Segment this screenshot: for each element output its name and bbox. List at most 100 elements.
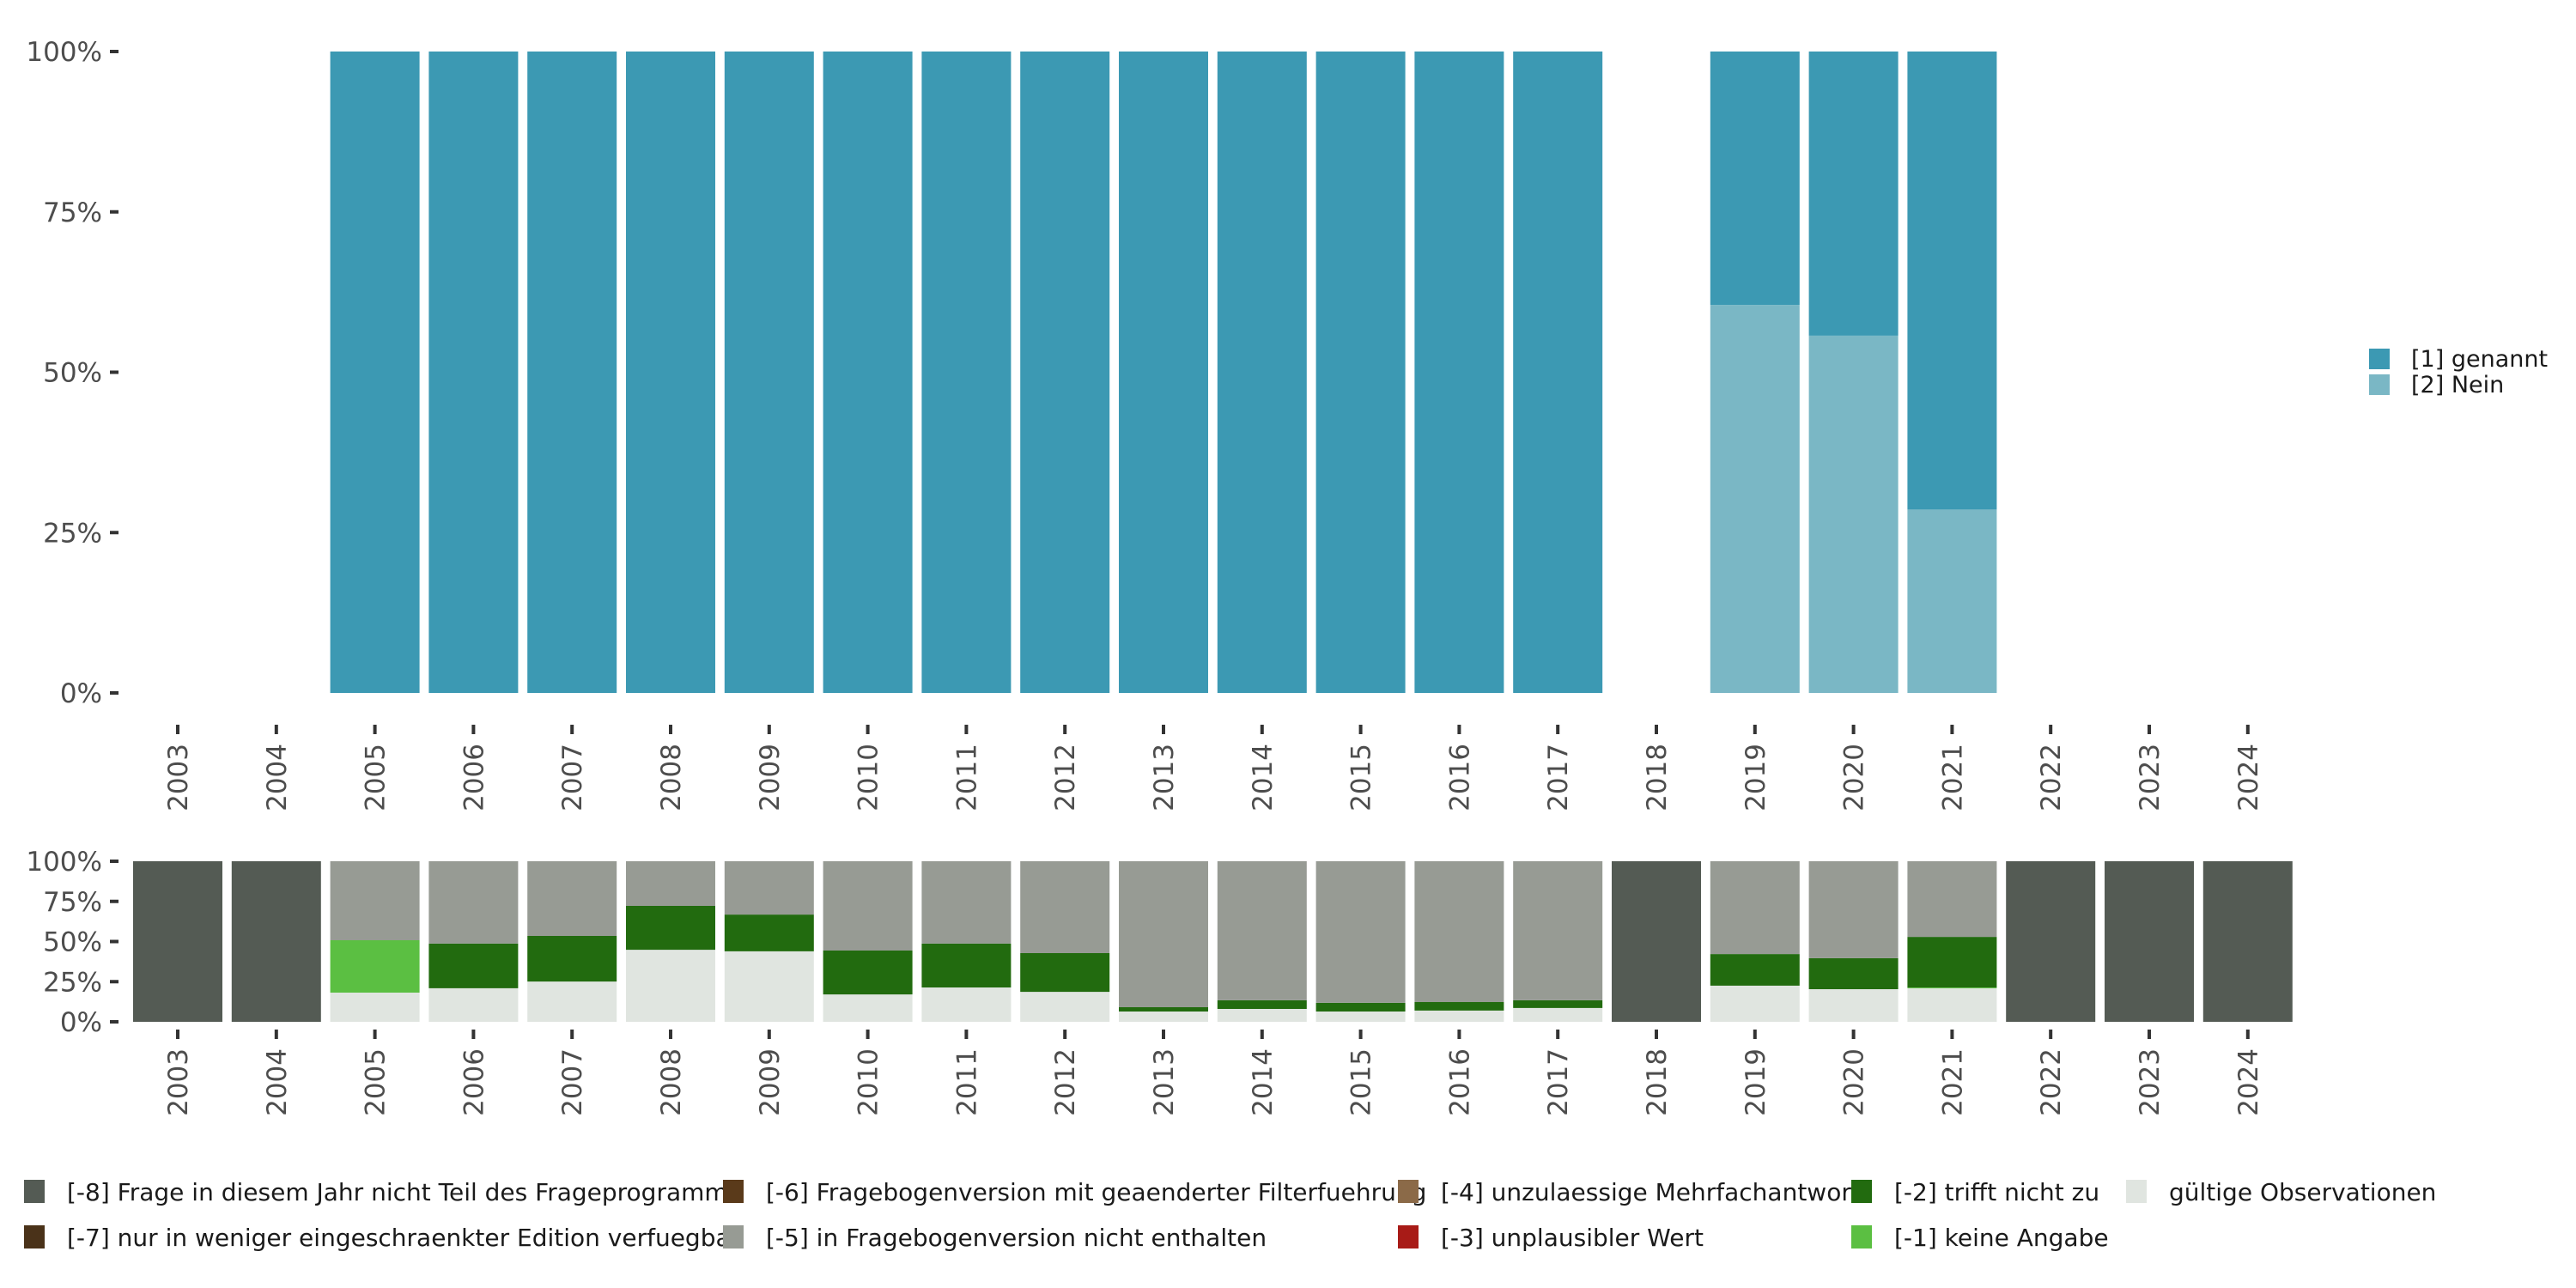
y-tick-label: 50% bbox=[43, 358, 102, 389]
legend-swatch bbox=[1398, 1225, 1419, 1249]
legend-item: [-4] unzulaessige Mehrfachantwort bbox=[1398, 1178, 1861, 1206]
bar-segment-2023--8-frage-in-diesem-jahr-nicht-teil-des-frageprogramms bbox=[2105, 861, 2194, 1022]
x-tick-label: 2009 bbox=[755, 1048, 786, 1116]
bar-segment-2012--2-trifft-nicht-zu bbox=[1020, 953, 1110, 993]
bar-segment-2009-g-ltige-observationen bbox=[724, 951, 814, 1022]
x-tick-label: 2003 bbox=[163, 1048, 194, 1116]
bar-segment-2019--5-in-fragebogenversion-nicht-enthalten bbox=[1710, 861, 1800, 955]
y-tick-label: 50% bbox=[43, 927, 102, 958]
bar-segment-2020-g-ltige-observationen bbox=[1808, 989, 1899, 1022]
bar-segment-2008--5-in-fragebogenversion-nicht-enthalten bbox=[626, 861, 715, 906]
bottom-legend: [-8] Frage in diesem Jahr nicht Teil des… bbox=[24, 1178, 2436, 1252]
bar-segment-2019--1-genannt bbox=[1710, 52, 1800, 306]
bar-segment-2019-g-ltige-observationen bbox=[1710, 985, 1800, 1022]
bar-segment-2007--5-in-fragebogenversion-nicht-enthalten bbox=[527, 861, 617, 936]
x-tick-label: 2005 bbox=[361, 744, 392, 811]
legend-label: [1] genannt bbox=[2411, 346, 2548, 373]
legend-item: gültige Observationen bbox=[2126, 1178, 2436, 1206]
x-tick-label: 2005 bbox=[361, 1048, 392, 1116]
x-tick-label: 2014 bbox=[1248, 744, 1279, 811]
bottom-x-axis: 2003 2004 2005 2006 2007 2008 2009 2010 2011 2012… bbox=[163, 1030, 2264, 1116]
legend-swatch bbox=[723, 1180, 744, 1203]
bar-segment-2004--8-frage-in-diesem-jahr-nicht-teil-des-frageprogramms bbox=[231, 861, 321, 1022]
x-tick-label: 2010 bbox=[854, 744, 884, 811]
bar-segment-2015--5-in-fragebogenversion-nicht-enthalten bbox=[1315, 861, 1406, 1003]
x-tick-label: 2021 bbox=[1937, 744, 1968, 811]
bar-segment-2016--5-in-fragebogenversion-nicht-enthalten bbox=[1414, 861, 1504, 1002]
x-tick-label: 2018 bbox=[1642, 1048, 1673, 1116]
bar-segment-2006--2-trifft-nicht-zu bbox=[428, 943, 519, 988]
x-tick-label: 2012 bbox=[1050, 1048, 1081, 1116]
bar-segment-2015--1-genannt bbox=[1315, 52, 1406, 693]
x-tick-label: 2024 bbox=[2233, 744, 2264, 811]
bar-segment-2012--5-in-fragebogenversion-nicht-enthalten bbox=[1020, 861, 1110, 953]
bar-segment-2006--5-in-fragebogenversion-nicht-enthalten bbox=[428, 861, 519, 944]
bar-segment-2005--1-genannt bbox=[330, 52, 420, 693]
x-tick-label: 2004 bbox=[262, 744, 293, 811]
bar-segment-2022--8-frage-in-diesem-jahr-nicht-teil-des-frageprogramms bbox=[2006, 861, 2096, 1022]
legend-label: [-6] Fragebogenversion mit geaenderter F… bbox=[766, 1178, 1426, 1206]
legend-item: [1] genannt bbox=[2369, 346, 2548, 373]
bar-segment-2024--8-frage-in-diesem-jahr-nicht-teil-des-frageprogramms bbox=[2202, 861, 2293, 1022]
bar-segment-2011--1-genannt bbox=[921, 52, 1012, 693]
bar-segment-2003--8-frage-in-diesem-jahr-nicht-teil-des-frageprogramms bbox=[133, 861, 222, 1022]
x-tick-label: 2008 bbox=[656, 744, 687, 811]
y-tick-label: 0% bbox=[60, 1007, 102, 1038]
x-tick-label: 2007 bbox=[557, 744, 588, 811]
bar-segment-2015-g-ltige-observationen bbox=[1315, 1012, 1406, 1022]
bar-segment-2005--1-keine-angabe bbox=[330, 940, 420, 993]
legend-swatch bbox=[1851, 1225, 1872, 1249]
bar-segment-2010-g-ltige-observationen bbox=[823, 994, 913, 1022]
bar-segment-2020--2-trifft-nicht-zu bbox=[1808, 957, 1899, 989]
x-tick-label: 2012 bbox=[1050, 744, 1081, 811]
x-tick-label: 2024 bbox=[2233, 1048, 2264, 1116]
bar-segment-2012-g-ltige-observationen bbox=[1020, 992, 1110, 1022]
bar-segment-2006-g-ltige-observationen bbox=[428, 987, 519, 1022]
y-tick-label: 0% bbox=[60, 678, 102, 709]
x-tick-label: 2016 bbox=[1444, 1048, 1475, 1116]
x-tick-label: 2003 bbox=[163, 744, 194, 811]
bar-segment-2013--5-in-fragebogenversion-nicht-enthalten bbox=[1119, 861, 1208, 1007]
legend-label: [-5] in Fragebogenversion nicht enthalte… bbox=[766, 1224, 1267, 1252]
bar-segment-2021--1-keine-angabe bbox=[1907, 987, 1997, 988]
top-legend: [1] genannt[2] Nein bbox=[2369, 346, 2548, 398]
legend-swatch bbox=[2369, 349, 2390, 369]
bar-segment-2006--1-genannt bbox=[428, 52, 519, 693]
bar-segment-2011--5-in-fragebogenversion-nicht-enthalten bbox=[921, 861, 1012, 944]
x-tick-label: 2007 bbox=[557, 1048, 588, 1116]
x-tick-label: 2020 bbox=[1839, 744, 1870, 811]
y-tick-label: 25% bbox=[43, 967, 102, 998]
bar-segment-2017-g-ltige-observationen bbox=[1513, 1007, 1603, 1022]
top-y-axis: 0% 25% 50% 75% 100% bbox=[26, 37, 118, 709]
bar-segment-2021--1-genannt bbox=[1907, 52, 1997, 510]
legend-label: [-8] Frage in diesem Jahr nicht Teil des… bbox=[67, 1178, 740, 1206]
x-tick-label: 2017 bbox=[1543, 1048, 1574, 1116]
bar-segment-2009--1-genannt bbox=[724, 52, 814, 693]
bar-segment-2019--2-trifft-nicht-zu bbox=[1710, 954, 1800, 986]
bar-segment-2009--5-in-fragebogenversion-nicht-enthalten bbox=[724, 861, 814, 915]
bar-segment-2016--1-genannt bbox=[1414, 52, 1504, 693]
bar-segment-2008--1-genannt bbox=[626, 52, 715, 693]
x-tick-label: 2011 bbox=[951, 1048, 982, 1116]
x-tick-label: 2022 bbox=[2036, 744, 2067, 811]
legend-item: [-8] Frage in diesem Jahr nicht Teil des… bbox=[24, 1178, 740, 1206]
x-tick-label: 2011 bbox=[951, 744, 982, 811]
x-tick-label: 2009 bbox=[755, 744, 786, 811]
bar-segment-2014-g-ltige-observationen bbox=[1217, 1009, 1307, 1022]
top-x-axis: 2003 2004 2005 2006 2007 2008 2009 2010 2011 2012… bbox=[163, 725, 2264, 811]
x-tick-label: 2010 bbox=[854, 1048, 884, 1116]
top-bars bbox=[330, 52, 1997, 693]
bar-segment-2019--2-nein bbox=[1710, 305, 1800, 693]
bar-segment-2021--2-trifft-nicht-zu bbox=[1907, 937, 1997, 987]
bar-segment-2005--5-in-fragebogenversion-nicht-enthalten bbox=[330, 861, 420, 940]
legend-label: [-4] unzulaessige Mehrfachantwort bbox=[1441, 1178, 1861, 1206]
legend-item: [-1] keine Angabe bbox=[1851, 1224, 2109, 1252]
legend-swatch bbox=[723, 1225, 744, 1249]
bottom-chart-panel: 0% 25% 50% 75% 100% 2003 2004 2005 2006 2007 2008… bbox=[26, 847, 2293, 1116]
bar-segment-2010--5-in-fragebogenversion-nicht-enthalten bbox=[823, 861, 913, 951]
legend-item: [-5] in Fragebogenversion nicht enthalte… bbox=[723, 1224, 1267, 1252]
x-tick-label: 2004 bbox=[262, 1048, 293, 1116]
y-tick-label: 100% bbox=[26, 37, 102, 68]
x-tick-label: 2021 bbox=[1937, 1048, 1968, 1116]
bar-segment-2016--2-trifft-nicht-zu bbox=[1414, 1002, 1504, 1011]
